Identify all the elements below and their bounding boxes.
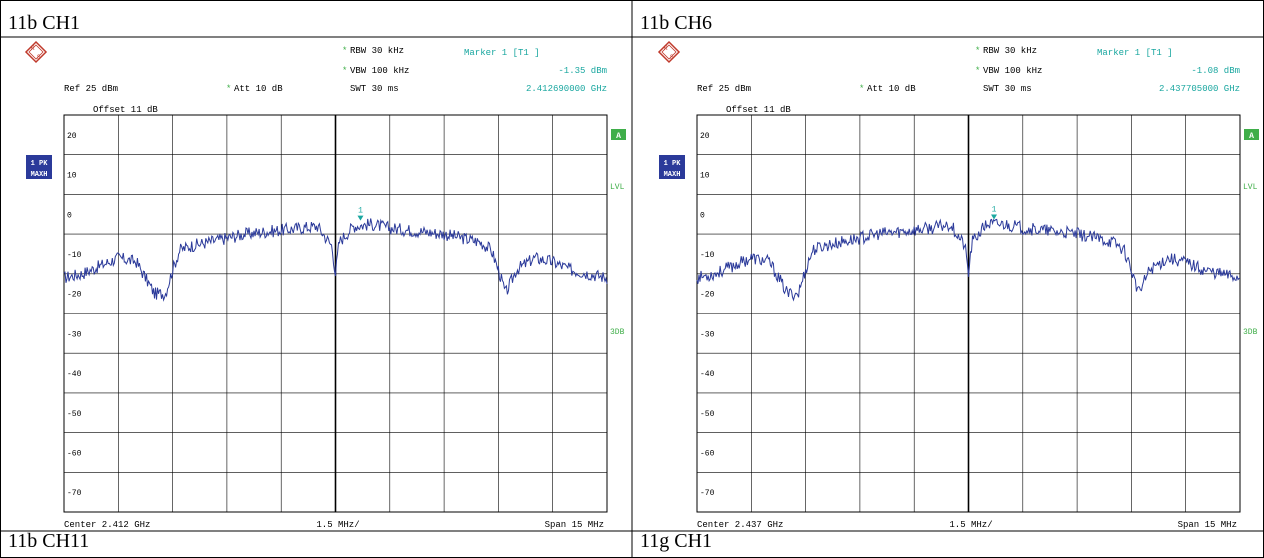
badge-a-bg	[611, 129, 626, 140]
badge-a-label: A	[616, 132, 621, 141]
vbw-star: *	[975, 66, 980, 76]
cell-title-11b-ch6: 11b CH6	[640, 12, 713, 34]
y-tick-label: -40	[67, 370, 82, 379]
svg-text:S: S	[37, 54, 41, 61]
trace-label-pk: 1 PK	[664, 160, 682, 168]
svg-text:S: S	[670, 54, 674, 61]
trace-label-maxh: MAXH	[664, 171, 681, 179]
rs-logo-icon: RS	[657, 40, 681, 64]
rbw-star: *	[975, 46, 980, 56]
center-freq-label: Center 2.412 GHz	[64, 520, 150, 530]
offset-label: Offset 11 dB	[726, 105, 791, 115]
y-tick-label: -70	[67, 489, 82, 498]
ref-label: Ref 25 dBm	[64, 84, 118, 94]
swt-label: SWT 30 ms	[983, 84, 1032, 94]
marker-1-icon	[357, 215, 364, 221]
badge-a-bg	[1244, 129, 1259, 140]
rbw-star: *	[342, 46, 347, 56]
svg-text:R: R	[664, 45, 668, 52]
y-tick-label: 0	[700, 211, 705, 220]
y-tick-label: 20	[67, 132, 77, 141]
marker-title: Marker 1 [T1 ]	[1097, 48, 1173, 58]
marker-1-label: 1	[992, 206, 997, 215]
spectrum-trace	[63, 218, 608, 302]
offset-label: Offset 11 dB	[93, 105, 158, 115]
y-tick-label: 10	[700, 172, 710, 181]
vbw-label: VBW 100 kHz	[350, 66, 409, 76]
y-tick-label: -70	[700, 489, 715, 498]
marker-frequency: 2.437705000 GHz	[1159, 84, 1240, 94]
vbw-label: VBW 100 kHz	[983, 66, 1042, 76]
cell-title-11b-ch11: 11b CH11	[8, 530, 90, 552]
trace-badge: 1 PK MAXH	[26, 155, 52, 179]
side-3db-label: 3DB	[1243, 328, 1258, 337]
marker-level: -1.35 dBm	[558, 66, 607, 76]
marker-title: Marker 1 [T1 ]	[464, 48, 540, 58]
side-3db-label: 3DB	[610, 328, 625, 337]
marker-frequency: 2.412690000 GHz	[526, 84, 607, 94]
trace-label-maxh: MAXH	[31, 171, 48, 179]
att-star: *	[859, 84, 864, 94]
svg-text:R: R	[31, 45, 35, 52]
y-tick-label: -60	[700, 449, 715, 458]
y-tick-label: -50	[67, 410, 82, 419]
marker-1-icon	[991, 214, 998, 220]
y-tick-label: -50	[700, 410, 715, 419]
spectrum-panel-11b-ch6: R S * RBW 30 kHz * VBW 100 kHz SWT 30 ms Ref 25…	[633, 38, 1264, 531]
spectrum-panel-11b-ch1: R S * RBW 30 kHz * VBW 100 kHz SWT 30 ms Ref 25…	[0, 38, 632, 531]
span-label: Span 15 MHz	[1178, 520, 1237, 530]
ref-label: Ref 25 dBm	[697, 84, 751, 94]
att-label: Att 10 dB	[234, 84, 283, 94]
y-tick-label: 20	[700, 132, 710, 141]
cell-title-11g-ch1: 11g CH1	[640, 530, 713, 552]
y-tick-label: -10	[67, 251, 82, 260]
span-label: Span 15 MHz	[545, 520, 604, 530]
y-tick-label: 0	[67, 211, 72, 220]
cell-title-11b-ch1: 11b CH1	[8, 12, 81, 34]
per-div-label: 1.5 MHz/	[316, 520, 359, 530]
center-freq-label: Center 2.437 GHz	[697, 520, 783, 530]
per-div-label: 1.5 MHz/	[949, 520, 992, 530]
marker-1-label: 1	[358, 207, 363, 216]
y-tick-label: 10	[67, 172, 77, 181]
att-star: *	[226, 84, 231, 94]
vbw-star: *	[342, 66, 347, 76]
y-tick-label: -60	[67, 449, 82, 458]
y-tick-label: -30	[67, 330, 82, 339]
rbw-label: RBW 30 kHz	[983, 46, 1037, 56]
rs-logo-icon: RS	[24, 40, 48, 64]
y-tick-label: -40	[700, 370, 715, 379]
side-lvl-label: LVL	[610, 183, 625, 192]
y-tick-label: -20	[67, 291, 82, 300]
att-label: Att 10 dB	[867, 84, 916, 94]
trace-label-pk: 1 PK	[31, 160, 49, 168]
rbw-label: RBW 30 kHz	[350, 46, 404, 56]
side-lvl-label: LVL	[1243, 183, 1258, 192]
y-tick-label: -30	[700, 330, 715, 339]
badge-a-label: A	[1249, 132, 1254, 141]
swt-label: SWT 30 ms	[350, 84, 399, 94]
spectrum-trace	[696, 218, 1240, 302]
y-tick-label: -20	[700, 291, 715, 300]
trace-badge: 1 PK MAXH	[659, 155, 685, 179]
marker-level: -1.08 dBm	[1191, 66, 1240, 76]
y-tick-label: -10	[700, 251, 715, 260]
